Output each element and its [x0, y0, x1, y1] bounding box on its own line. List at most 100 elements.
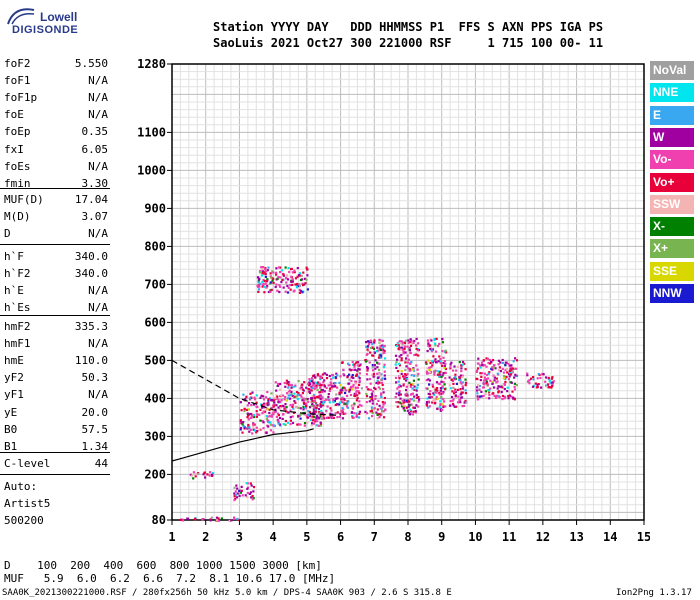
- echo-point: [542, 373, 545, 376]
- echo-point: [433, 398, 436, 401]
- echo-point: [481, 363, 484, 366]
- echo-point: [403, 375, 406, 378]
- echo-point: [372, 372, 375, 376]
- echo-point: [504, 380, 507, 384]
- echo-point: [341, 397, 344, 400]
- echo-point: [443, 365, 446, 368]
- echo-point: [408, 369, 411, 372]
- echo-point: [373, 339, 376, 342]
- param-name: foF2: [4, 57, 31, 70]
- echo-point: [327, 416, 330, 419]
- echo-point: [297, 414, 300, 417]
- echo-point: [442, 380, 445, 384]
- echo-point: [240, 489, 243, 492]
- param-row-hme: hmE 110.0: [4, 354, 108, 371]
- y-tick-label: 400: [144, 391, 166, 405]
- echo-point: [267, 398, 270, 401]
- echo-point: [293, 395, 296, 398]
- echo-point: [241, 431, 244, 434]
- echo-point: [483, 364, 486, 367]
- echo-point: [258, 413, 261, 416]
- echo-point: [275, 397, 278, 400]
- echo-point: [346, 375, 349, 378]
- echo-point: [432, 399, 435, 402]
- echo-point: [425, 404, 428, 407]
- dashed-trace-line: [171, 359, 341, 417]
- param-name: h`F2: [4, 267, 31, 281]
- echo-point: [438, 392, 441, 395]
- echo-point: [456, 365, 459, 368]
- echo-point: [192, 477, 195, 480]
- echo-point: [484, 393, 487, 396]
- echo-point: [395, 401, 398, 404]
- echo-point: [476, 392, 479, 395]
- echo-point: [323, 390, 326, 393]
- echo-point: [488, 362, 492, 365]
- echo-point: [427, 378, 430, 381]
- echo-point: [271, 279, 274, 282]
- echo-point: [340, 388, 344, 391]
- echo-point: [398, 394, 401, 397]
- echo-point: [253, 429, 256, 432]
- echo-point: [452, 404, 455, 407]
- echo-point: [460, 382, 463, 385]
- echo-point: [482, 394, 485, 397]
- echo-point: [340, 391, 343, 394]
- echo-point: [252, 403, 256, 406]
- echo-point: [308, 379, 312, 382]
- param-row-h-es: h`Es N/A: [4, 301, 108, 318]
- echo-point: [234, 497, 237, 500]
- separator-line: [0, 315, 110, 316]
- echo-point: [336, 397, 339, 400]
- echo-point: [306, 413, 310, 416]
- echo-point: [269, 281, 272, 284]
- echo-point: [263, 406, 266, 409]
- echo-point: [526, 372, 529, 375]
- echo-point: [285, 406, 288, 409]
- echo-point: [489, 379, 492, 382]
- echo-point: [442, 361, 445, 365]
- echo-point: [201, 518, 204, 521]
- echo-point: [282, 286, 285, 289]
- echo-point: [328, 401, 331, 404]
- echo-point: [428, 396, 432, 399]
- echo-point: [434, 344, 437, 347]
- echo-point: [428, 393, 432, 396]
- echo-point: [258, 271, 262, 274]
- echo-point: [353, 363, 356, 366]
- y-tick-label: 1100: [137, 125, 166, 139]
- echo-point: [265, 417, 268, 420]
- echo-point: [401, 341, 404, 344]
- echo-point: [351, 374, 354, 377]
- echo-point: [415, 344, 418, 347]
- echo-point: [396, 405, 399, 408]
- echo-point: [268, 411, 271, 415]
- echo-point: [289, 391, 292, 394]
- echo-point: [322, 404, 325, 407]
- echo-point: [457, 395, 460, 398]
- echo-point: [496, 372, 499, 375]
- echo-point: [357, 375, 360, 378]
- echo-point: [311, 416, 314, 419]
- echo-point: [366, 348, 369, 351]
- echo-point: [532, 378, 535, 381]
- echo-point: [301, 383, 304, 386]
- echo-point: [252, 486, 256, 489]
- echo-point: [329, 407, 332, 410]
- echo-point: [506, 371, 509, 374]
- echo-point: [285, 399, 289, 402]
- echo-point: [354, 386, 357, 389]
- echo-point: [401, 399, 404, 402]
- echo-point: [342, 389, 345, 392]
- echo-point: [452, 398, 455, 401]
- echo-point: [258, 429, 261, 432]
- echo-point: [410, 360, 413, 364]
- echo-point: [288, 392, 291, 395]
- echo-point: [439, 362, 442, 365]
- echo-point: [442, 398, 445, 401]
- echo-point: [380, 395, 383, 398]
- echo-point: [413, 406, 416, 409]
- echo-point: [330, 378, 333, 381]
- echo-point: [451, 402, 455, 405]
- echo-point: [270, 288, 273, 291]
